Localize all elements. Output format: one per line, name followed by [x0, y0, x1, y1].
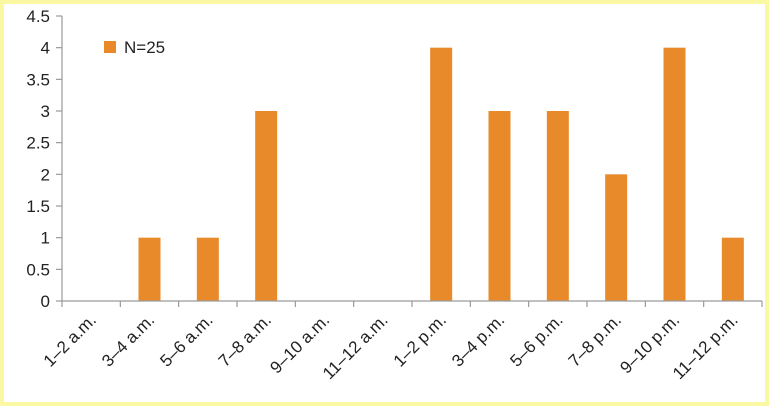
y-axis-tick-labels: 0 0.5 1 1.5 2 2.5 3 3.5 4 4.5: [26, 7, 50, 311]
x-tick-label: 7–8 a.m.: [215, 310, 275, 370]
x-tick-label: 3–4 p.m.: [448, 310, 508, 370]
bar: [721, 237, 744, 301]
y-tick-label: 3: [41, 102, 50, 121]
y-tick-label: 3.5: [26, 70, 50, 89]
legend-swatch: [104, 41, 116, 53]
y-axis-ticks: [56, 15, 62, 302]
y-tick-label: 1: [41, 229, 50, 248]
y-tick-label: 1.5: [26, 197, 50, 216]
x-tick-label: 5–6 a.m.: [156, 310, 216, 370]
bar: [663, 47, 686, 301]
y-tick-label: 4: [41, 39, 50, 58]
bar: [488, 111, 511, 301]
y-tick-label: 0.5: [26, 260, 50, 279]
bar-chart: 00.511.522.533.544.5 1–2 a.m.3–4 a.m.5–6…: [26, 7, 763, 383]
bar: [138, 237, 161, 301]
y-tick-label: 2: [41, 165, 50, 184]
x-tick-label: 3–4 a.m.: [98, 310, 158, 370]
x-tick-label: 5–6 p.m.: [506, 310, 566, 370]
x-axis-ticks: [61, 301, 763, 307]
x-tick-label: 1–2 p.m.: [390, 310, 450, 370]
bar: [255, 111, 278, 301]
legend: N=25: [104, 38, 165, 57]
x-axis-tick-labels: 1–2 a.m.3–4 a.m.5–6 a.m.7–8 a.m.9–10 a.m…: [40, 310, 742, 383]
x-tick-label: 1–2 a.m.: [40, 310, 100, 370]
x-tick-label: 7–8 p.m.: [565, 310, 625, 370]
y-tick-label: 0: [41, 292, 50, 311]
y-tick-label: 2.5: [26, 134, 50, 153]
bar: [430, 47, 453, 301]
bar: [546, 111, 569, 301]
bar: [605, 174, 628, 301]
bar-series: [138, 47, 744, 301]
legend-label: N=25: [124, 38, 165, 57]
y-tick-label: 4.5: [26, 7, 50, 26]
bar: [196, 237, 219, 301]
chart-frame: 0 0.5 1 1.5 2 2.5 3 3.5 4 4.5 1–2 a.m. 3–4 a.m. 5–6…: [4, 4, 765, 402]
